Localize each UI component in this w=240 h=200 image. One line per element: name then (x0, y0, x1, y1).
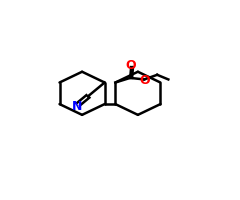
Text: N: N (72, 100, 82, 113)
Text: O: O (140, 74, 150, 87)
Text: O: O (126, 59, 137, 72)
